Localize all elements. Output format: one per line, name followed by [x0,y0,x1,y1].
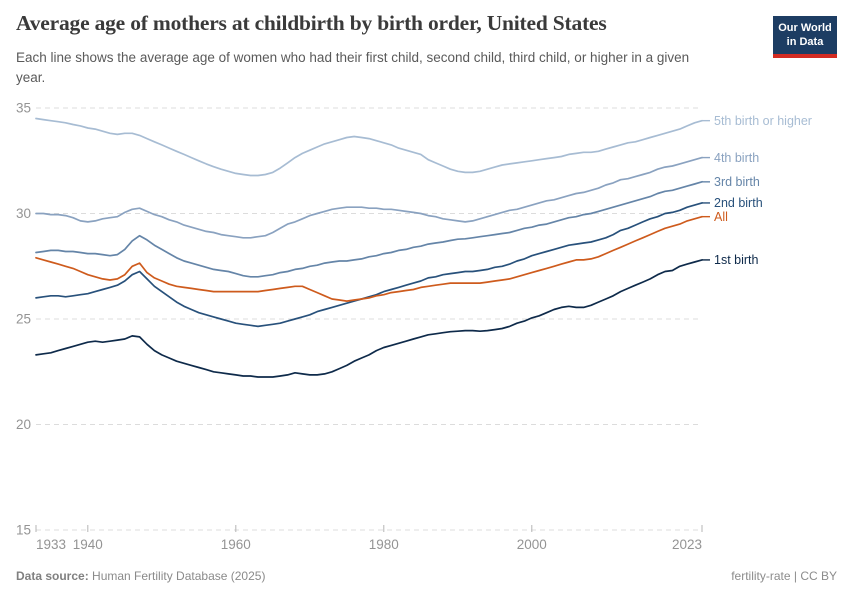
page-title: Average age of mothers at childbirth by … [16,11,607,35]
series-line-5th-birth-or-higher[interactable] [35,117,703,177]
owid-logo: Our World in Data [773,16,837,58]
series-label-2nd-birth[interactable]: 2nd birth [714,196,763,210]
y-tick-label: 25 [16,312,31,327]
x-tick-label: 2023 [672,537,702,552]
x-tick-label: 1960 [221,537,251,552]
y-tick-label: 20 [16,417,31,432]
series-label-3rd-birth[interactable]: 3rd birth [714,175,760,189]
owid-logo-line1: Our World [778,22,832,34]
y-tick-label: 15 [16,523,31,538]
x-tick-label: 2000 [517,537,547,552]
data-source-note: Data source: Human Fertility Database (2… [16,569,265,583]
series-line-1st-birth[interactable] [35,259,703,378]
x-tick-label: 1933 [36,537,66,552]
data-source-label: Data source: [16,569,89,583]
series-label-all[interactable]: All [714,210,728,224]
series-line-3rd-birth[interactable] [35,180,703,278]
series-label-4th-birth[interactable]: 4th birth [714,151,759,165]
owid-logo-line2: in Data [786,36,824,49]
series-line-4th-birth[interactable] [35,156,703,239]
data-source-value: Human Fertility Database (2025) [88,569,266,583]
series-label-5th-birth-or-higher[interactable]: 5th birth or higher [714,114,812,128]
x-tick-label: 1980 [369,537,399,552]
chart-subtitle: Each line shows the average age of women… [16,50,690,85]
license-note: fertility-rate | CC BY [731,569,837,583]
series-label-1st-birth[interactable]: 1st birth [714,253,759,267]
series-line-all[interactable] [35,215,703,302]
x-tick-label: 1940 [73,537,103,552]
y-tick-label: 35 [16,101,31,116]
y-tick-label: 30 [16,206,31,221]
series-line-2nd-birth[interactable] [35,202,703,328]
